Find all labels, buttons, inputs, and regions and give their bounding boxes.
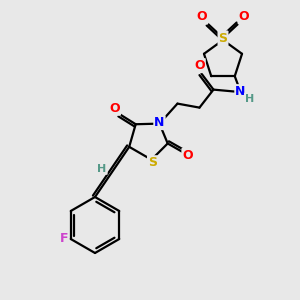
Text: N: N [154,116,165,129]
Text: S: S [218,32,227,44]
Text: O: O [182,149,193,162]
Text: H: H [245,94,254,103]
Text: O: O [239,11,249,23]
Text: S: S [148,156,157,169]
Text: O: O [194,59,205,72]
Text: F: F [59,232,68,245]
Text: O: O [197,11,207,23]
Text: O: O [110,102,120,115]
Text: N: N [235,85,246,98]
Text: H: H [98,164,107,174]
